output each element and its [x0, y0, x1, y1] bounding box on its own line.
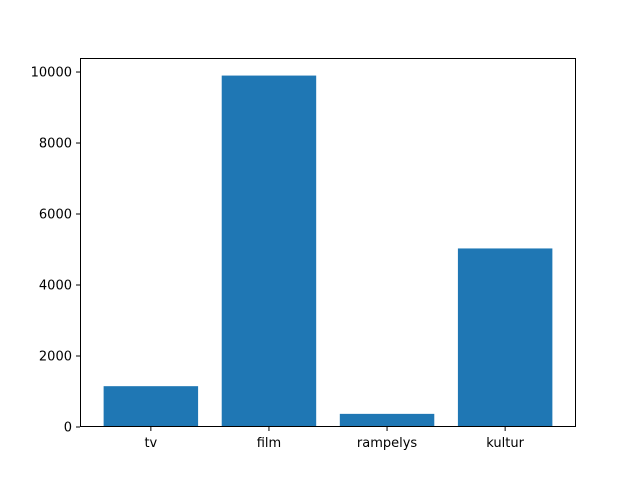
y-axis: 0 2000 4000 6000 8000 10000 — [31, 66, 80, 436]
x-tick-label-film: film — [257, 436, 281, 451]
y-tick-label-6000: 6000 — [39, 208, 72, 223]
y-tick-label-8000: 8000 — [39, 137, 72, 152]
x-axis: tv film rampelys kultur — [144, 427, 525, 451]
bar-tv — [103, 386, 199, 427]
y-tick-label-10000: 10000 — [31, 66, 72, 81]
bars-group — [103, 75, 553, 428]
x-tick-label-kultur: kultur — [486, 436, 524, 451]
plot-frame — [80, 58, 576, 427]
x-tick-label-rampelys: rampelys — [357, 436, 418, 451]
bar-rampelys — [339, 413, 435, 427]
y-tick-label-4000: 4000 — [39, 279, 72, 294]
bar-kultur — [457, 248, 553, 427]
bar-film — [221, 75, 317, 428]
y-tick-label-0: 0 — [64, 421, 72, 436]
y-tick-label-2000: 2000 — [39, 350, 72, 365]
x-tick-label-tv: tv — [144, 436, 157, 451]
